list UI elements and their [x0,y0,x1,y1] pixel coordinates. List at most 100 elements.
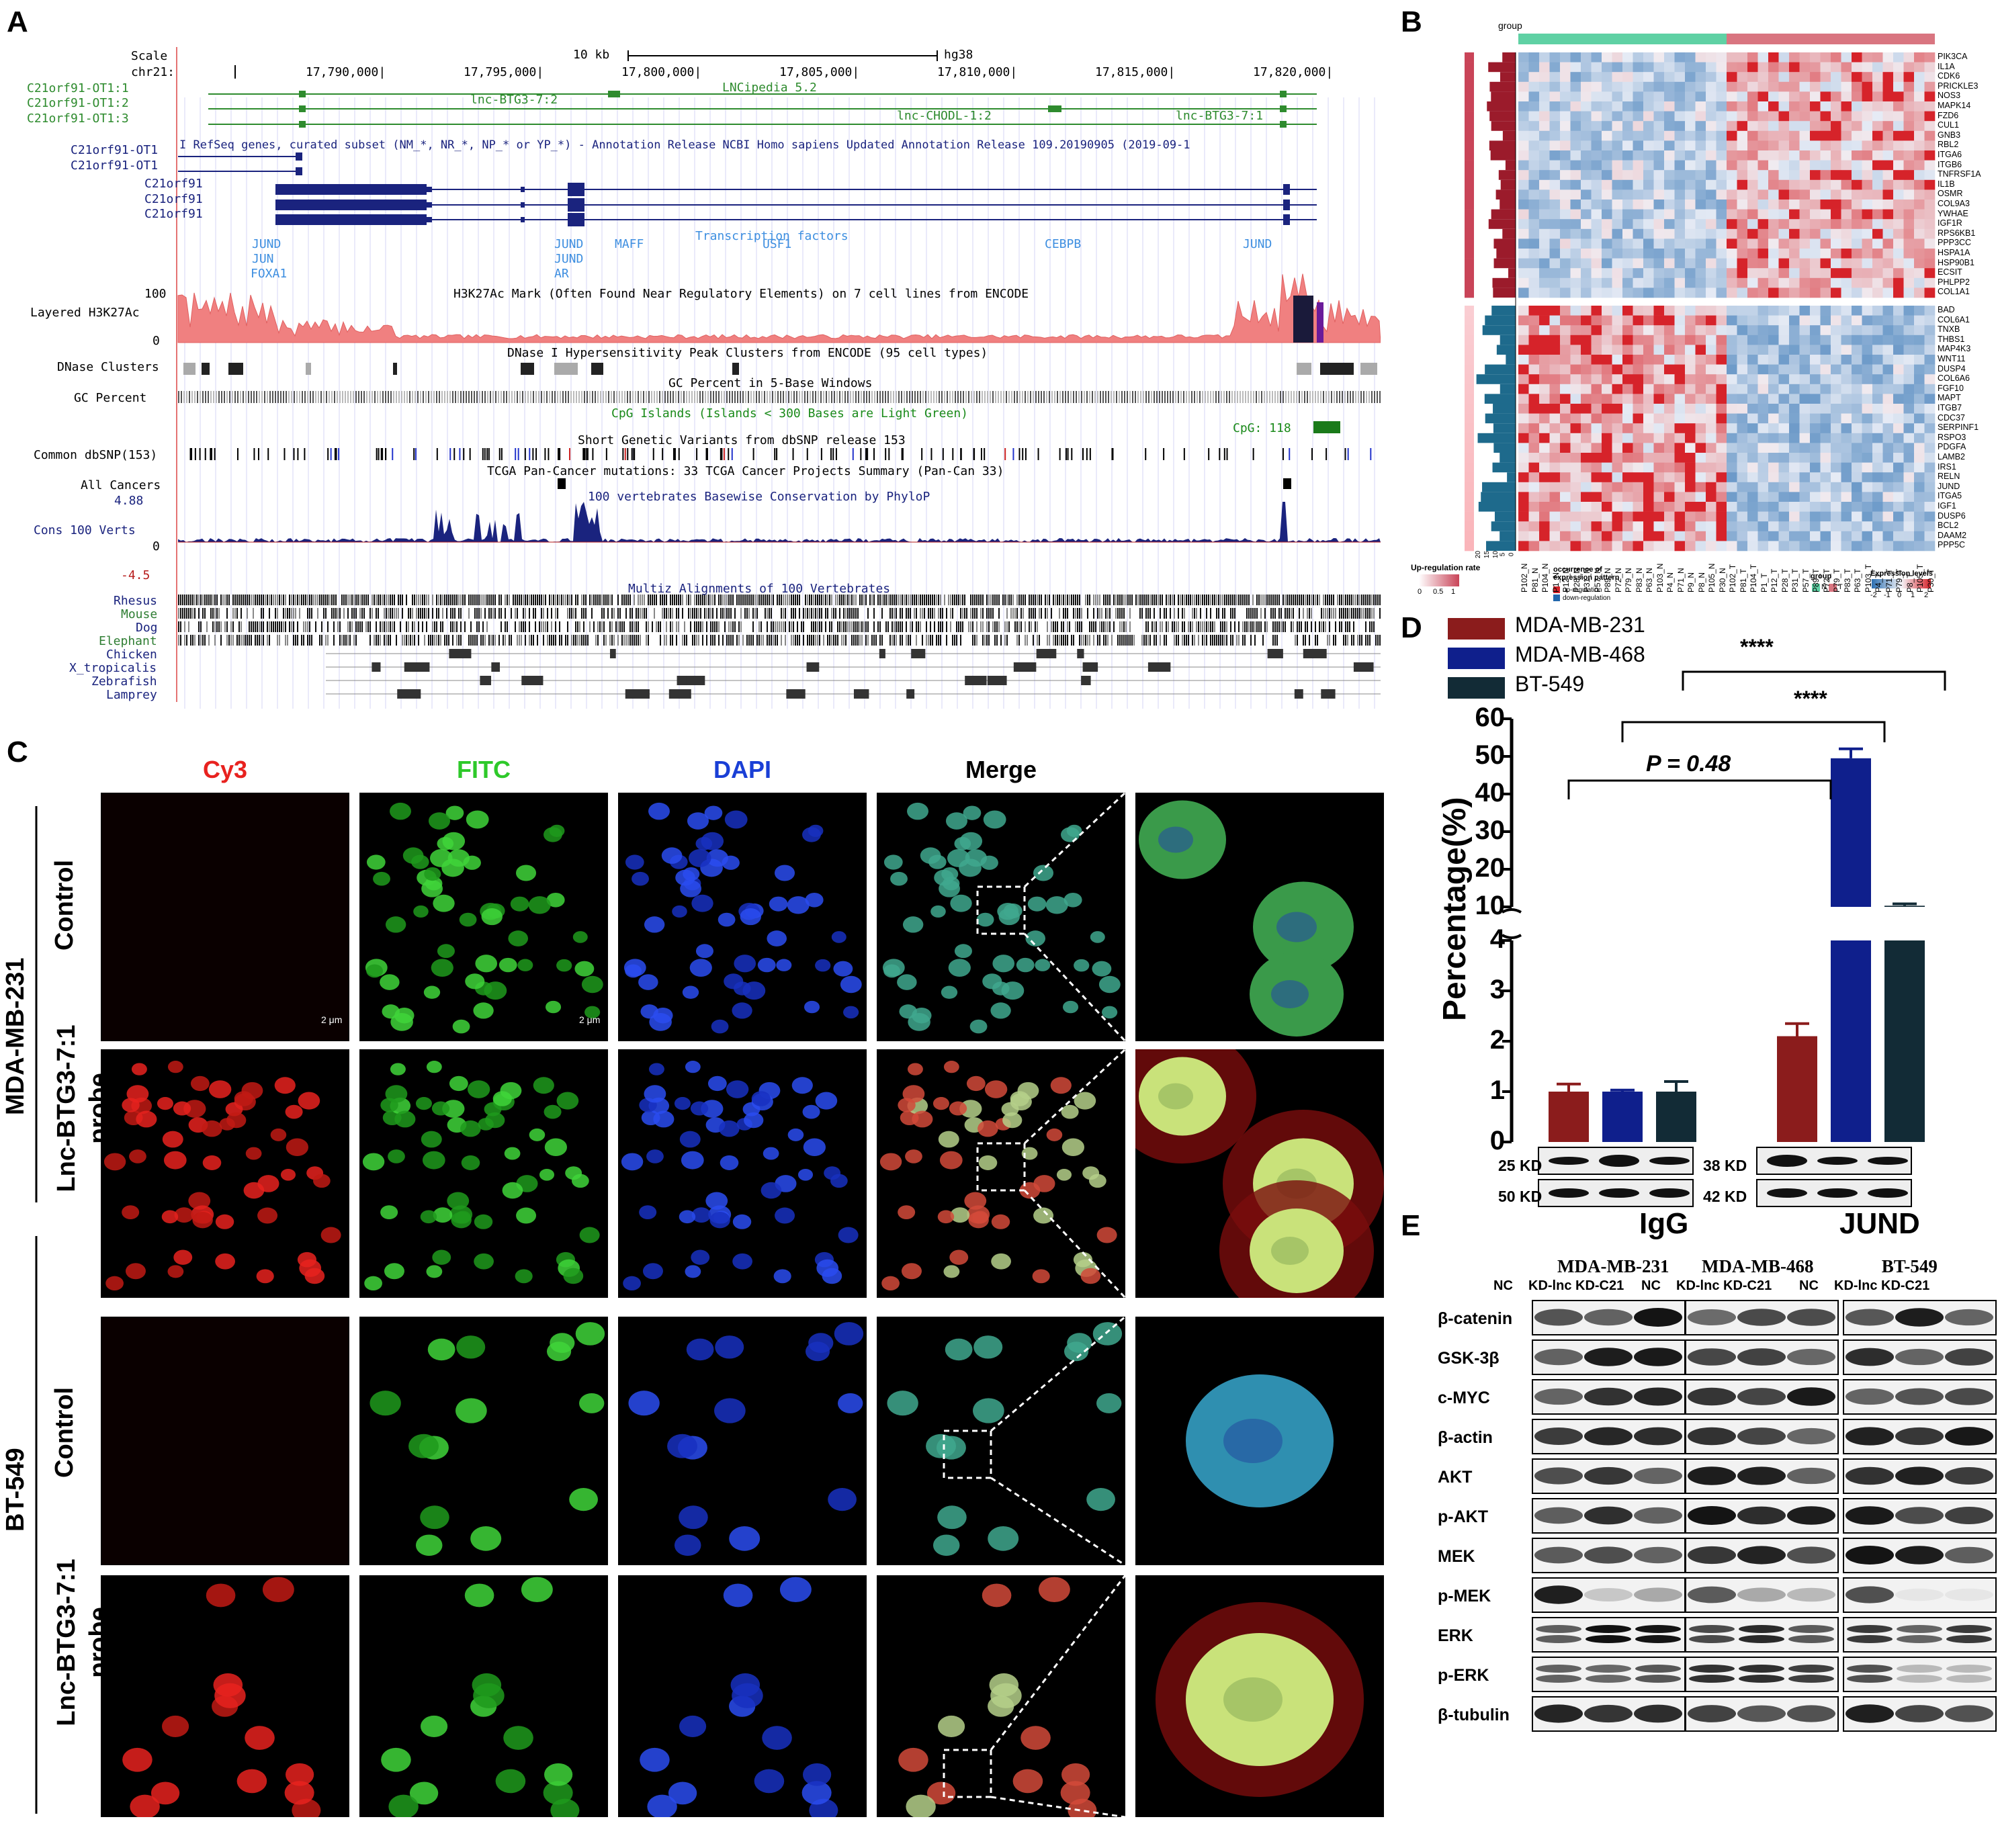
heatmap-cell [1664,335,1675,345]
heatmap-cell [1570,306,1581,316]
alignment-block [188,595,189,605]
heatmap-cell [1695,170,1706,181]
heatmap-cell [1560,52,1571,62]
alignment-block [212,608,214,619]
heatmap-cell [1560,472,1571,483]
alignment-block [507,621,508,632]
heatmap-cell [1924,277,1936,288]
alignment-block [1198,635,1199,646]
heatmap-cell [1727,374,1737,385]
alignment-block [347,621,349,632]
alignment-block [190,595,191,605]
alignment-block [1033,608,1034,619]
alignment-block [408,621,409,632]
heatmap-cell [1831,170,1841,181]
heatmap-cell [1633,531,1644,541]
alignment-block [1047,595,1048,605]
alignment-block [1097,595,1098,605]
heatmap-cell [1539,140,1550,151]
alignment-block [1057,621,1058,632]
alignment-block [1041,608,1042,619]
heatmap-cell [1685,453,1696,463]
heatmap-cell [1560,111,1571,122]
heatmap-cell [1768,423,1779,434]
heatmap-cell [1747,355,1758,365]
count-bar [1491,121,1516,131]
gene-label: LAMB2 [1938,452,1965,461]
alignment-block [1226,595,1227,605]
cell-nucleus [803,1000,820,1014]
alignment-block [930,621,931,632]
heatmap-cell [1664,531,1675,541]
gene-label: IRS1 [1938,461,1956,472]
heatmap-cell [1612,160,1623,171]
heatmap-cell [1768,189,1779,200]
micrograph-cy3 [101,1049,349,1298]
alignment-block [507,595,508,605]
gc-percent-bar [248,391,249,403]
alignment-block [464,595,466,605]
cell-nucleus [516,1207,537,1224]
heatmap-cell [1768,277,1779,288]
gc-percent-bar [815,391,816,403]
heatmap-cell [1570,101,1581,112]
alignment-block [378,635,379,646]
alignment-block [474,635,476,646]
heatmap-cell [1716,423,1727,434]
heatmap-cell [1570,511,1581,522]
alignment-block [752,595,754,605]
heatmap-cell [1893,306,1904,316]
heatmap-cell [1872,189,1883,200]
heatmap-cell [1695,277,1706,288]
heatmap-cell [1549,238,1561,249]
heatmap-cell [1799,258,1811,269]
heatmap-cell [1789,91,1800,102]
alignment-block [1287,608,1288,619]
alignment-block [257,621,258,632]
heatmap-cell [1591,531,1602,541]
gc-percent-bar [810,391,811,403]
alignment-block [1053,635,1054,646]
heatmap-cell [1747,423,1758,434]
alignment-block [1067,635,1068,646]
alignment-block [327,635,329,646]
alignment-block [1367,635,1369,646]
alignment-block [349,635,351,646]
alignment-block [700,608,701,619]
alignment-block [226,635,228,646]
alignment-block [1051,608,1052,619]
heatmap-cell [1518,52,1529,62]
heatmap-cell [1612,130,1623,141]
gene-label: FZD6 [1938,110,1959,120]
heatmap-cell [1653,130,1665,141]
heatmap-cell [1528,433,1540,443]
heatmap-cell [1757,315,1769,326]
gc-percent-bar [1008,391,1010,403]
alignment-block [706,635,707,646]
alignment-block [1067,595,1068,605]
heatmap-cell [1831,121,1841,132]
heatmap-cell [1591,200,1602,210]
heatmap-cell [1633,511,1644,522]
alignment-block [785,608,786,619]
heatmap-cell [1518,462,1529,473]
alignment-block [1236,595,1237,605]
heatmap-cell [1914,209,1925,220]
alignment-block [1162,595,1163,605]
heatmap-cell [1560,200,1571,210]
heatmap-cell [1789,482,1800,492]
heatmap-cell [1747,160,1758,171]
heatmap-cell [1757,160,1769,171]
heatmap-cell [1591,170,1602,181]
cell-nucleus [215,1253,235,1270]
heatmap-cell [1810,170,1821,181]
heatmap-cell [1549,423,1561,434]
heatmap-cell [1757,62,1769,73]
heatmap-cell [1737,179,1748,190]
heatmap-cell [1820,179,1831,190]
heatmap-cell [1924,130,1936,141]
heatmap-cell [1581,91,1592,102]
dnase-cluster [1320,363,1340,375]
upreg-rate-cell [1465,345,1474,355]
alignment-block [365,621,367,632]
